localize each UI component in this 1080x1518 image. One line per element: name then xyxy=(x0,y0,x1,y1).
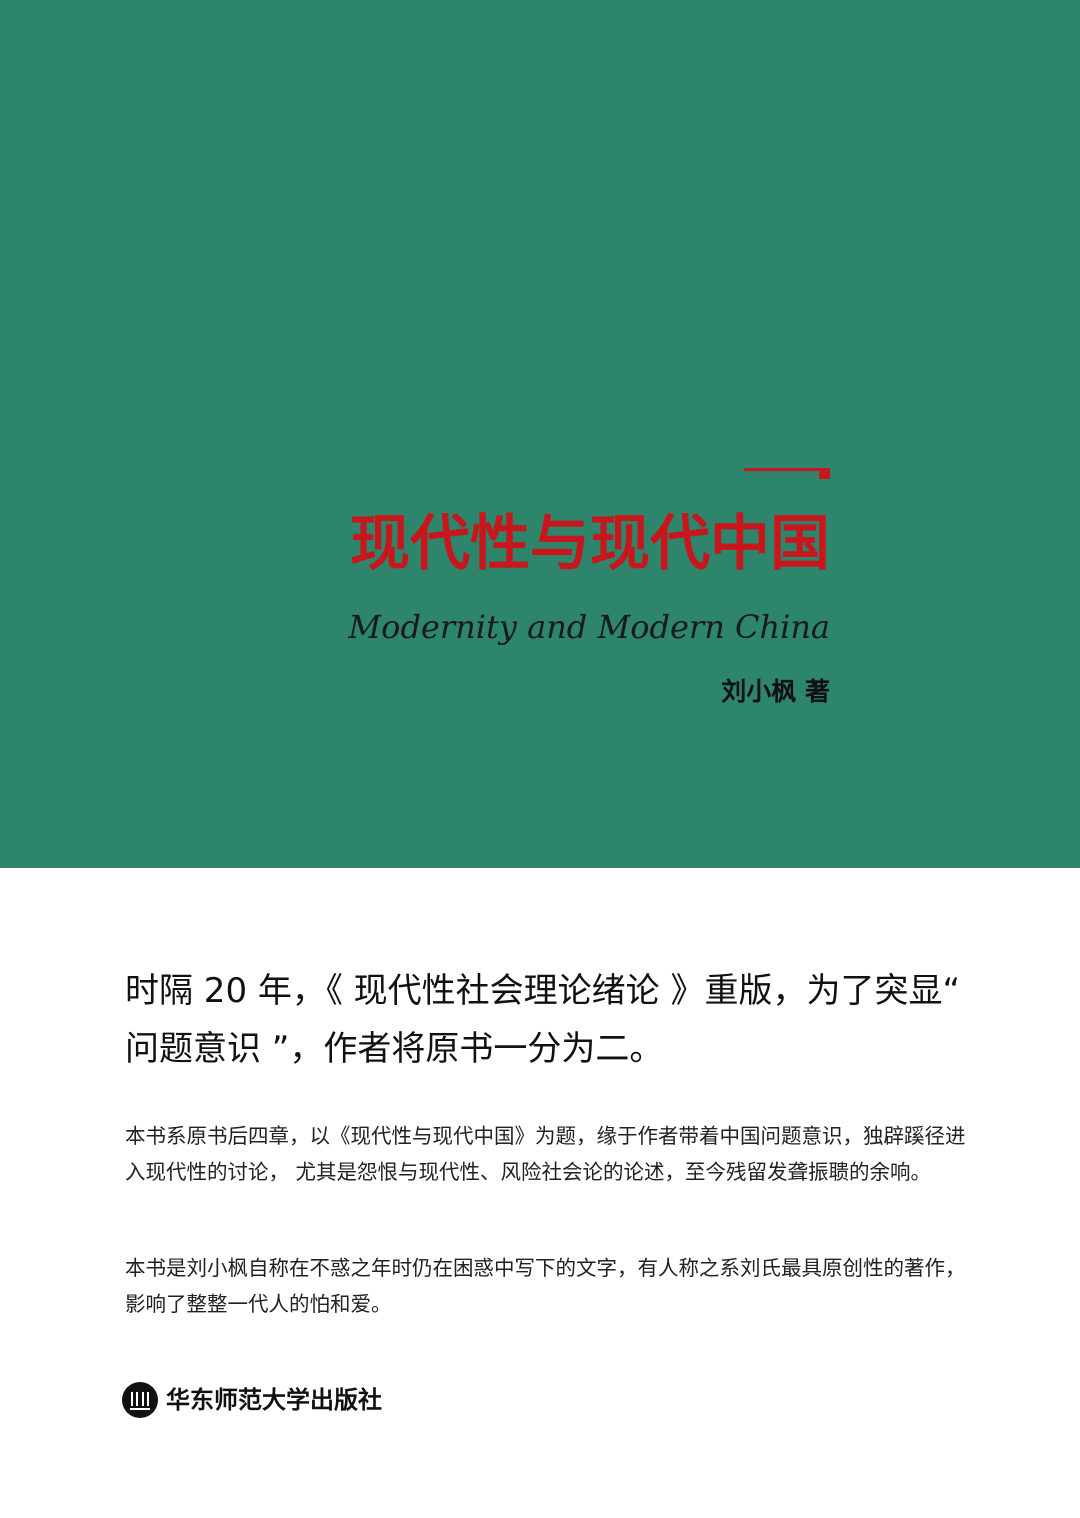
book-title-english: Modernity and Modern China xyxy=(348,608,830,646)
title-corner-mark xyxy=(744,468,830,482)
publisher-logo-icon xyxy=(122,1382,158,1418)
book-title-chinese: 现代性与现代中国 xyxy=(350,509,830,579)
blurb-paragraph-1: 本书系原书后四章，以《现代性与现代中国》为题，缘于作者带着中国问题意识，独辟蹊径… xyxy=(125,1124,966,1184)
publisher-block: 华东师范大学出版社 xyxy=(122,1380,382,1420)
cover-top-panel: 现代性与现代中国 Modernity and Modern China 刘小枫 … xyxy=(0,0,1080,868)
book-author: 刘小枫 著 xyxy=(721,677,830,706)
publisher-name: 华东师范大学出版社 xyxy=(166,1386,382,1414)
blurb-headline: 时隔 20 年，《 现代性社会理论绪论 》重版，为了突显“ 问题意识 ”，作者将… xyxy=(125,971,961,1069)
corner-mark-bar xyxy=(744,468,830,471)
blurb-paragraph-2: 本书是刘小枫自称在不惑之年时仍在困惑中写下的文字，有人称之系刘氏最具原创性的著作… xyxy=(125,1256,966,1316)
corner-mark-square xyxy=(819,468,830,479)
